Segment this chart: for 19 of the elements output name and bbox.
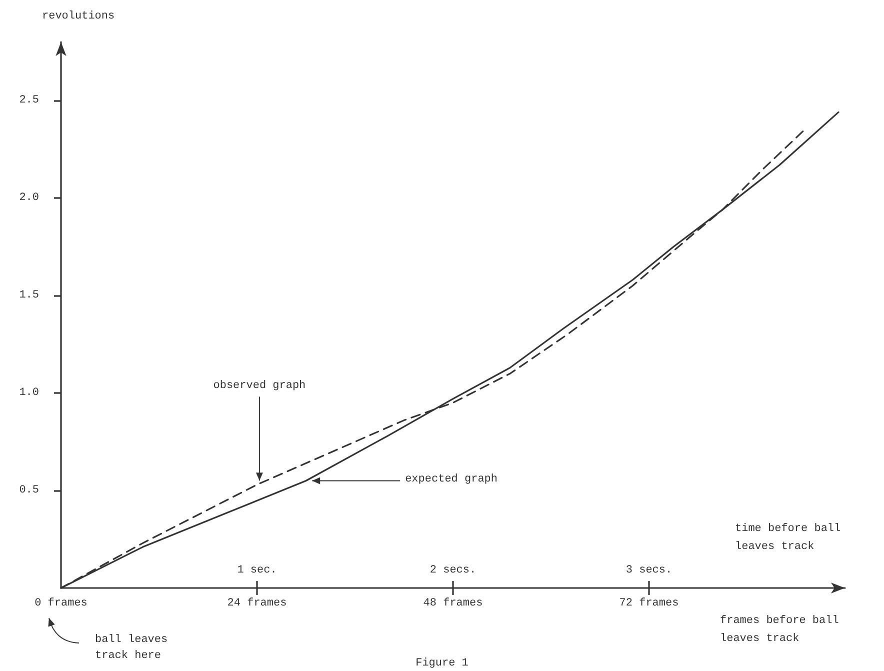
y-tick-label: 2.0 bbox=[19, 192, 39, 204]
x-tick-label: 24 frames bbox=[227, 598, 287, 610]
x2-tick-label: 1 sec. bbox=[237, 564, 277, 576]
caption: Figure 1 bbox=[416, 658, 469, 670]
y-tick-label: 1.0 bbox=[19, 387, 39, 399]
y-axis-title: revolutions bbox=[42, 10, 115, 22]
x2-tick-label: 2 secs. bbox=[430, 564, 476, 576]
text: ball leaves track here bbox=[95, 634, 174, 662]
x-axis-title: frames before ball leaves track bbox=[720, 615, 846, 645]
x-tick-label: 0 frames bbox=[34, 598, 88, 610]
x-tick-label: 72 frames bbox=[619, 598, 679, 610]
y-tick-label: 1.5 bbox=[19, 290, 39, 302]
y-tick-label: 0.5 bbox=[19, 484, 39, 496]
y-tick-label: 2.5 bbox=[19, 94, 39, 106]
x2-axis-title: time before ball leaves track bbox=[735, 523, 848, 553]
annotation: observed graph bbox=[213, 380, 306, 392]
x-tick-label: 48 frames bbox=[423, 598, 483, 610]
annotation: expected graph bbox=[405, 473, 498, 486]
x2-tick-label: 3 secs. bbox=[626, 564, 672, 576]
